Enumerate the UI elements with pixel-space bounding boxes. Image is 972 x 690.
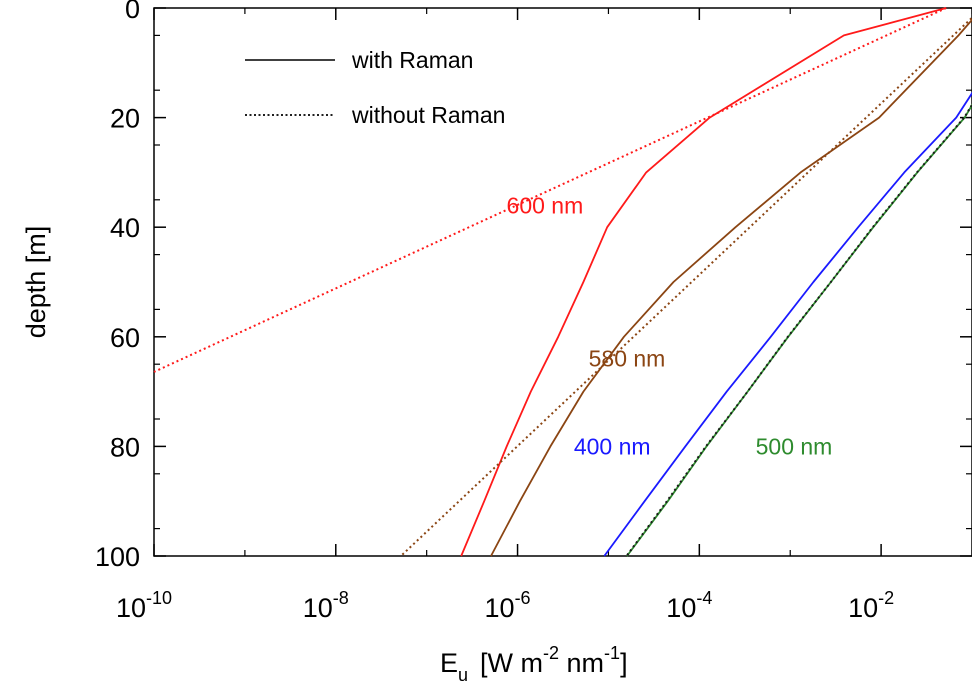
x-title-units-mid: nm xyxy=(559,648,604,678)
y-axis-title: depth [m] xyxy=(21,226,51,339)
x-title-base: E xyxy=(440,648,458,678)
x-tick-base: 10 xyxy=(848,593,878,623)
x-tick-label: 10-8 xyxy=(303,588,349,623)
x-tick-exponent: -4 xyxy=(696,588,712,608)
x-title-subscript: u xyxy=(458,665,468,685)
y-tick-label: 0 xyxy=(125,0,140,24)
x-title-exponent: -2 xyxy=(543,643,559,663)
x-title-exponent: -1 xyxy=(604,643,620,663)
legend: with Raman without Raman xyxy=(245,47,505,128)
x-tick-exponent: -8 xyxy=(333,588,349,608)
series-line-600-nm-dotted xyxy=(153,7,947,373)
series-label-600-nm: 600 nm xyxy=(507,192,584,218)
y-tick-label: 20 xyxy=(110,104,140,134)
x-tick-label: 10-4 xyxy=(666,588,712,623)
series-annotations: 600 nm 580 nm 400 nm 500 nm xyxy=(507,192,833,459)
legend-label-solid: with Raman xyxy=(351,47,473,73)
x-tick-label: 10-6 xyxy=(485,588,531,623)
x-tick-base: 10 xyxy=(666,593,696,623)
series-label-580-nm: 580 nm xyxy=(589,346,666,372)
x-axis-title: Eu [W m-2 nm-1] xyxy=(440,643,628,685)
plot-frame xyxy=(153,7,972,557)
series-line-500-nm-solid xyxy=(626,103,972,557)
x-title-close: ] xyxy=(620,648,628,678)
y-tick-label: 80 xyxy=(110,432,140,462)
series-line-500-nm-dotted xyxy=(625,102,972,557)
x-tick-label: 10-10 xyxy=(116,588,172,623)
x-tick-exponent: -2 xyxy=(878,588,894,608)
x-tick-base: 10 xyxy=(116,593,146,623)
x-tick-exponent: -6 xyxy=(515,588,531,608)
series-label-500-nm: 500 nm xyxy=(756,433,833,459)
x-tick-base: 10 xyxy=(303,593,333,623)
y-tick-label: 60 xyxy=(110,323,140,353)
y-tick-label: 40 xyxy=(110,213,140,243)
x-title-units: [W m xyxy=(480,648,543,678)
series-line-580-nm-dotted xyxy=(400,16,972,557)
series-line-580-nm-solid xyxy=(490,18,972,557)
legend-label-dotted: without Raman xyxy=(351,102,505,128)
series-line-400-nm-solid xyxy=(603,91,972,557)
series-label-400-nm: 400 nm xyxy=(574,433,651,459)
series-line-600-nm-solid xyxy=(460,7,947,557)
x-tick-base: 10 xyxy=(485,593,515,623)
y-tick-label: 100 xyxy=(95,542,140,572)
x-tick-label: 10-2 xyxy=(848,588,894,623)
series-lines xyxy=(153,7,972,557)
x-tick-exponent: -10 xyxy=(146,588,172,608)
